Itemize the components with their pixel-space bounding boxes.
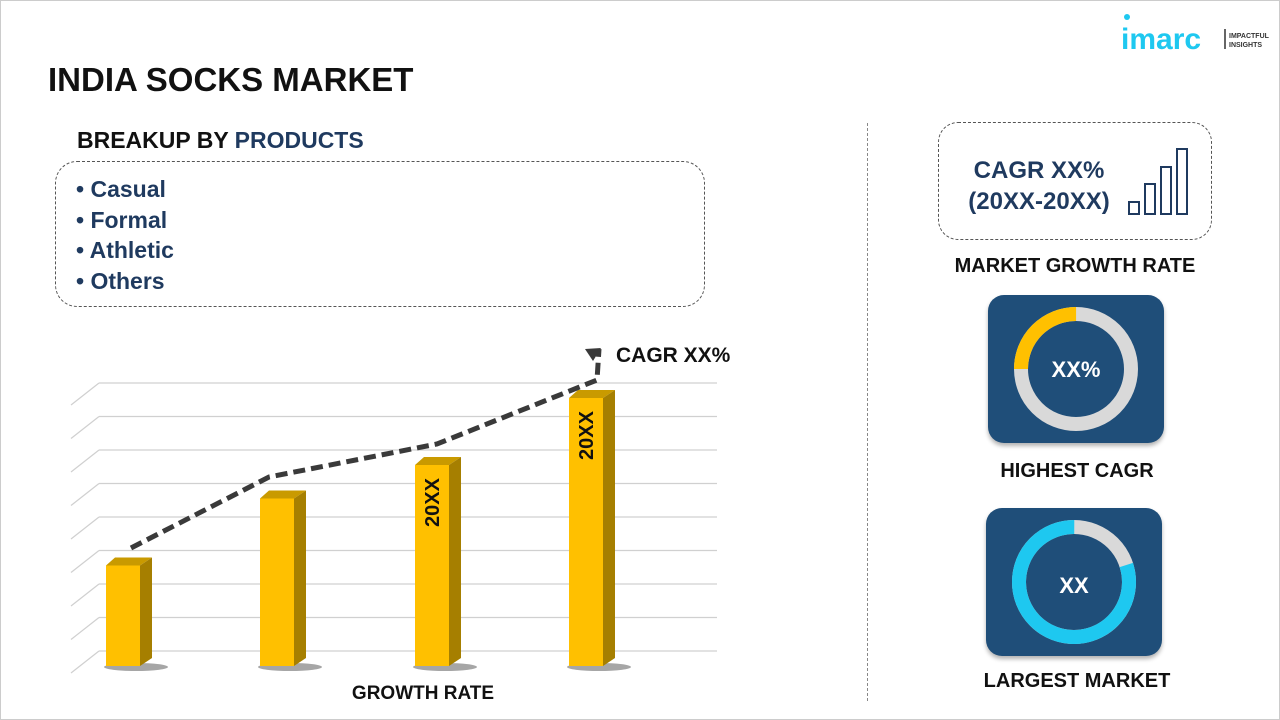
gridline-depth: [70, 483, 100, 506]
gridline-depth: [70, 583, 100, 607]
market-growth-label: MARKET GROWTH RATE: [954, 255, 1196, 277]
cagr-line2: (20XX-20XX): [968, 188, 1110, 215]
breakup-highlight: PRODUCTS: [234, 127, 364, 153]
imarc-logo: imarc IMPACTFUL INSIGHTS: [1121, 13, 1280, 56]
bar-chart-icon: [1128, 148, 1188, 215]
breakup-heading: BREAKUP BY PRODUCTS: [77, 127, 364, 154]
gridline-depth: [70, 516, 100, 540]
bar-top: [260, 490, 306, 499]
product-list: Casual Formal Athletic Others: [55, 161, 705, 307]
page-title: INDIA SOCKS MARKET: [48, 61, 414, 98]
bar: [260, 498, 294, 666]
bar: [415, 465, 449, 666]
bar-side: [603, 390, 615, 666]
bar-label: 20XX: [422, 477, 444, 527]
cagr-line1: CAGR XX%: [973, 157, 1105, 184]
bar: [106, 565, 140, 666]
donut-segment: [1012, 520, 1136, 644]
bar-top: [106, 557, 152, 566]
svg-text:INSIGHTS: INSIGHTS: [1229, 42, 1262, 49]
largest-market-value: XX: [1059, 573, 1089, 598]
gridline-depth: [70, 650, 100, 674]
highest-cagr-card: XX%: [988, 295, 1164, 443]
gridline-depth: [70, 416, 100, 439]
list-item: Formal: [76, 205, 684, 236]
bar-side: [449, 457, 461, 666]
bar-side: [140, 557, 152, 666]
list-item: Athletic: [76, 235, 684, 266]
gridline-depth: [70, 382, 100, 406]
bar-label: 20XX: [576, 410, 598, 460]
trend-arrowhead: [585, 348, 601, 361]
trend-line: [129, 348, 602, 551]
gridline-depth: [70, 617, 100, 640]
trend-annotation: CAGR XX%: [616, 344, 731, 367]
bar: [569, 398, 603, 666]
donut-icon: [1012, 520, 1136, 644]
donut-segment: [1014, 307, 1138, 431]
cagr-text: CAGR XX% (20XX-20XX): [939, 155, 1139, 217]
highest-cagr-value: XX%: [1051, 357, 1101, 382]
bar-side: [294, 490, 306, 666]
highest-cagr-label: HIGHEST CAGR: [1000, 460, 1154, 482]
bar-top: [569, 390, 615, 398]
chart-xlabel: GROWTH RATE: [351, 683, 495, 704]
list-item: Casual: [76, 174, 684, 205]
gridline-depth: [70, 550, 100, 573]
largest-market-label: LARGEST MARKET: [983, 670, 1171, 692]
list-item: Others: [76, 266, 684, 297]
market-growth-box: CAGR XX% (20XX-20XX): [938, 122, 1212, 240]
breakup-prefix: BREAKUP BY: [77, 127, 235, 153]
largest-market-card: XX: [986, 508, 1162, 656]
bar-top: [415, 457, 461, 465]
divider: [867, 123, 868, 701]
gridline-depth: [70, 449, 100, 473]
donut-icon: [1014, 307, 1138, 431]
svg-text:imarc: imarc: [1121, 23, 1201, 53]
svg-text:IMPACTFUL: IMPACTFUL: [1229, 33, 1270, 40]
growth-chart: 20XX 20XX CAGR XX%: [70, 344, 731, 674]
